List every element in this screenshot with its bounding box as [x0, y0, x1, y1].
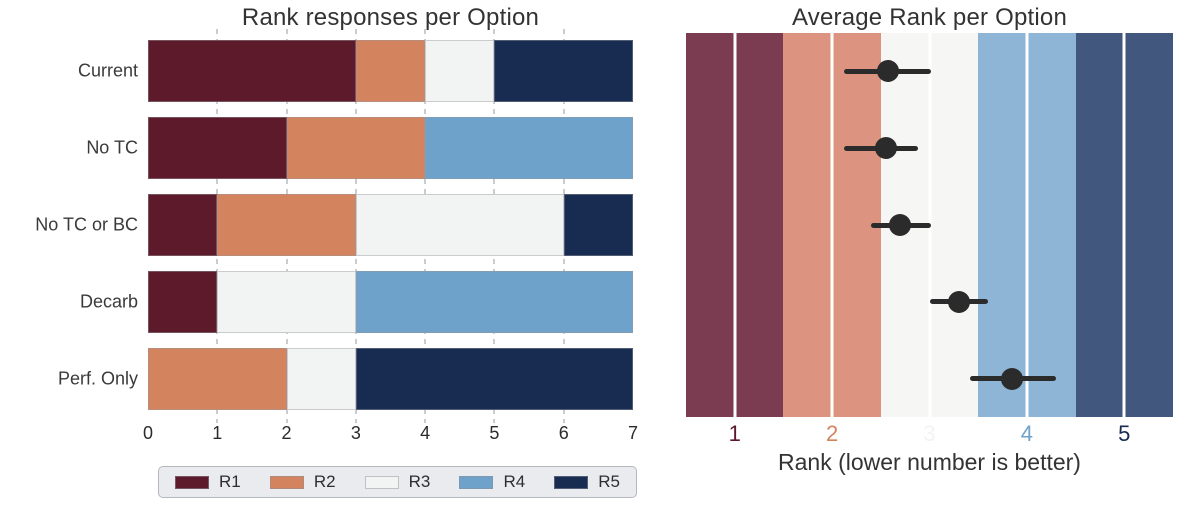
legend-item-r2: R2: [269, 472, 336, 492]
rank-legend: R1 R2 R3 R4 R5: [158, 466, 637, 498]
rank-tick-label-3: 3: [923, 421, 936, 446]
left-chart-title: Rank responses per Option: [241, 4, 540, 31]
bar-segment-r3: [425, 40, 495, 103]
legend-item-r1: R1: [175, 472, 241, 492]
bar-segment-r5: [494, 40, 633, 103]
rank-tick-label-4: 4: [1020, 421, 1034, 446]
y-axis-category-label: No TC or BC: [35, 214, 138, 235]
bar-segment-r5: [563, 194, 633, 256]
x-tick-label-5: 5: [489, 423, 500, 443]
x-tick-label-1: 1: [212, 423, 223, 443]
right-chart-title: Average Rank per Option: [792, 4, 1067, 31]
bar-segment-r2: [286, 117, 426, 180]
white-gridline-rank-4: [1025, 33, 1029, 417]
stacked-bar-plot-area: [148, 29, 633, 423]
mean-dot-current: [876, 60, 899, 83]
legend-swatch-r4: [459, 475, 494, 489]
bar-row-perf-only: [148, 347, 633, 410]
legend-label-r2: R2: [313, 472, 336, 491]
bar-segment-r1: [148, 270, 218, 333]
mean-dot-decarb: [947, 290, 970, 313]
bar-segment-r2: [148, 347, 287, 410]
x-tick-label-7: 7: [627, 423, 639, 443]
bar-segment-r3: [355, 194, 564, 256]
bar-segment-r4: [425, 117, 633, 180]
rank-tick-label-2: 2: [825, 421, 839, 446]
rank-tick-label-5: 5: [1118, 421, 1131, 446]
bar-segment-r4: [355, 270, 633, 333]
mean-dot-no-tc: [874, 137, 897, 160]
y-axis-category-label: Perf. Only: [57, 368, 138, 389]
x-tick-label-2: 2: [281, 423, 292, 443]
rank-tick-label-1: 1: [728, 421, 741, 446]
legend-swatch-r1: [175, 475, 209, 489]
legend-label-r4: R4: [503, 472, 526, 491]
y-axis-category-label: Decarb: [79, 291, 138, 312]
bar-row-no-tc-or-bc: [148, 194, 633, 256]
x-tick-label-3: 3: [350, 423, 361, 443]
left-x-axis-ticks: 0 1 2 3 4 5 6 7: [143, 423, 638, 447]
x-tick-label-0: 0: [142, 423, 154, 443]
bar-segment-r1: [148, 117, 287, 180]
legend-swatch-r3: [364, 475, 399, 489]
bar-segment-r2: [217, 194, 356, 256]
legend-label-r1: R1: [219, 472, 241, 491]
bar-row-current: [148, 40, 633, 103]
left-y-axis-labels: Current No TC No TC or BC Decarb Perf. Only: [0, 33, 138, 417]
white-gridline-rank-1: [733, 33, 737, 417]
legend-item-r4: R4: [459, 472, 525, 492]
right-x-axis-ticks: 1 2 3 4 5: [686, 421, 1173, 449]
mean-dot-no-tc-or-bc: [889, 214, 912, 236]
bar-segment-r1: [148, 194, 218, 256]
bar-segment-r1: [148, 40, 356, 103]
bar-segment-r3: [217, 270, 356, 333]
x-tick-label-6: 6: [558, 423, 569, 443]
legend-swatch-r2: [269, 475, 304, 489]
legend-swatch-r5: [554, 475, 589, 489]
bar-row-no-tc: [148, 117, 633, 180]
legend-item-r3: R3: [364, 472, 431, 492]
bar-row-decarb: [148, 270, 633, 333]
white-gridline-rank-2: [830, 33, 834, 417]
right-x-axis-label: Rank (lower number is better): [778, 449, 1081, 475]
bar-segment-r2: [355, 40, 426, 103]
y-axis-category-label: Current: [77, 60, 138, 81]
legend-label-r5: R5: [598, 472, 620, 491]
mean-dot-perf-only: [1001, 367, 1024, 390]
legend-label-r3: R3: [408, 472, 431, 491]
bar-segment-r5: [355, 347, 633, 410]
bar-segment-r3: [286, 347, 356, 410]
average-rank-plot-area: [686, 33, 1173, 417]
y-axis-category-label: No TC: [86, 137, 138, 158]
white-gridline-rank-5: [1122, 33, 1126, 417]
x-tick-label-4: 4: [420, 423, 431, 443]
legend-item-r5: R5: [554, 472, 620, 492]
